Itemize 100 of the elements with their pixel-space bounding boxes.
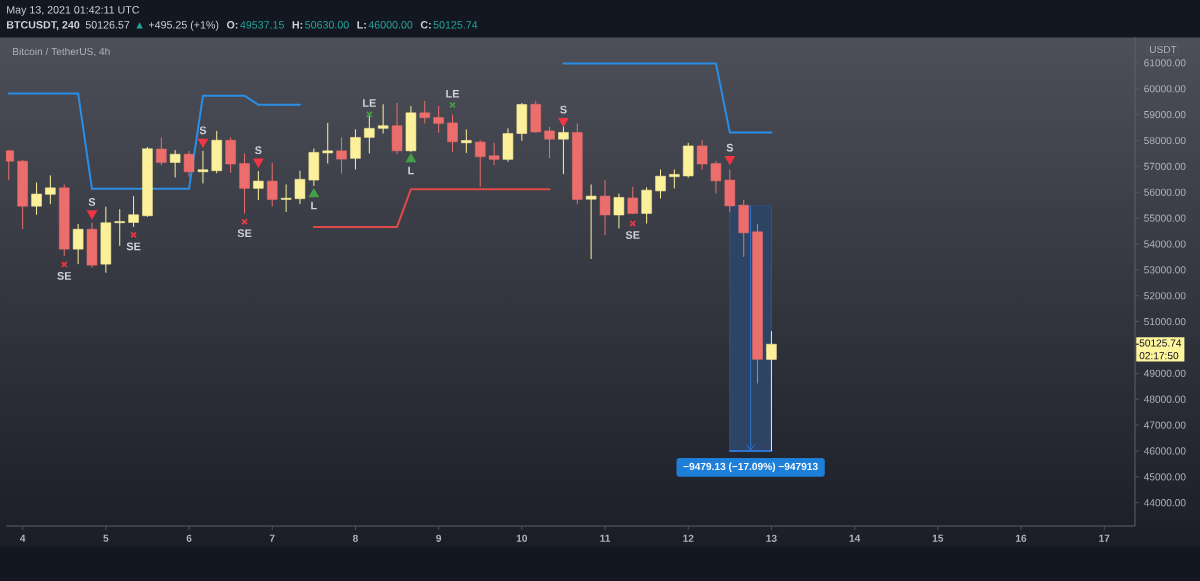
- annotation: −9479.13 (−17.09%) −947913: [683, 462, 818, 473]
- text: May 13, 2021 01:42:11 UTC: [7, 6, 140, 16]
- y-tick-label: 61000.00: [1144, 59, 1186, 67]
- candlestick: [419, 100, 430, 124]
- y-tick-label: 55000.00: [1144, 214, 1186, 222]
- candlestick: [128, 195, 139, 228]
- text: S: [88, 198, 96, 206]
- y-tick-label: 49000.00: [1143, 369, 1186, 377]
- point: [60, 261, 68, 268]
- point: [558, 117, 569, 127]
- text: L:: [357, 21, 366, 29]
- candlestick: [766, 330, 777, 452]
- candlestick: [31, 181, 42, 216]
- candlestick: [253, 170, 264, 201]
- y-tick-label: 51000.00: [1144, 318, 1186, 326]
- candlestick: [322, 122, 333, 165]
- y-tick-label: 48000.00: [1143, 395, 1186, 403]
- point: [87, 210, 97, 219]
- series-label: LE: [363, 99, 376, 107]
- candlestick: [710, 160, 722, 195]
- x-tick-label: 9: [436, 534, 442, 542]
- x-tick-label: 16: [1016, 534, 1027, 542]
- candlestick: [114, 208, 125, 247]
- text: 50126.57: [85, 21, 130, 29]
- candlestick: [627, 186, 638, 215]
- x-tick-label: 11: [600, 534, 611, 542]
- text: SE: [57, 272, 72, 280]
- text: SE: [237, 229, 252, 238]
- candlestick: [585, 183, 597, 260]
- x-tick-label: 5: [103, 534, 109, 542]
- candlestick: [447, 114, 458, 153]
- y-tick-label: 45000.00: [1143, 473, 1186, 481]
- text: C:: [420, 21, 431, 29]
- candlestick: [183, 150, 195, 178]
- text: S: [560, 105, 567, 114]
- x-tick-label: 4: [19, 534, 26, 542]
- text: +495.25 (+1%): [148, 20, 219, 31]
- y-tick-label: 60000.00: [1144, 85, 1186, 93]
- y-tick-label: 59000.00: [1144, 111, 1186, 119]
- point: [406, 153, 416, 163]
- candlestick: [544, 126, 555, 159]
- y-tick-label: 47000.00: [1143, 421, 1186, 429]
- candlestick: [669, 168, 680, 189]
- text: LE: [446, 89, 460, 98]
- text: ▲: [136, 22, 143, 29]
- candlestick: [294, 170, 306, 205]
- candlestick: [45, 174, 56, 205]
- x-tick-label: 13: [766, 534, 777, 542]
- series-label: S: [726, 143, 734, 152]
- y-tick-label: 54000.00: [1144, 240, 1186, 248]
- y-tick-label: 53000.00: [1144, 266, 1186, 274]
- candlestick: [655, 168, 666, 199]
- y-tick-label: 57000.00: [1144, 162, 1186, 170]
- point: [241, 218, 248, 226]
- candlestick: [599, 179, 611, 236]
- x-tick-label: 17: [1099, 534, 1110, 542]
- text: SE: [625, 231, 640, 239]
- text: 50125.74: [433, 21, 478, 29]
- point: [725, 155, 735, 165]
- point: [629, 220, 637, 227]
- series-label: SE: [126, 242, 141, 251]
- y-tick-label: 58000.00: [1144, 136, 1186, 145]
- series-label: L: [408, 166, 414, 175]
- y-tick-label: 46000.00: [1143, 447, 1186, 455]
- point: [309, 188, 319, 198]
- x-tick-label: 10: [516, 534, 528, 542]
- x-tick-label: 6: [186, 534, 192, 542]
- x-tick-label: 15: [932, 534, 944, 542]
- candlestick: [641, 186, 652, 225]
- candlestick: [267, 162, 278, 207]
- candlestick: [488, 142, 500, 166]
- text: 02:17:50: [1139, 352, 1179, 360]
- text: Bitcoin / TetherUS, 4h: [13, 47, 110, 57]
- candlestick: [156, 136, 167, 166]
- y-axis-title: USDT: [1149, 45, 1177, 54]
- x-tick-label: 7: [269, 534, 275, 542]
- text: S: [255, 146, 262, 155]
- text: 50630.00: [305, 21, 349, 29]
- candlestick: [225, 136, 236, 174]
- candlestick: [461, 128, 472, 154]
- text: 46000.00: [368, 21, 413, 29]
- candlestick: [72, 223, 84, 265]
- text: 49537.15: [240, 21, 284, 29]
- text: H:: [292, 21, 303, 29]
- text: L: [311, 201, 317, 210]
- candlestick: [197, 150, 209, 184]
- y-tick-label: 56000.00: [1144, 188, 1186, 196]
- text: O:: [226, 21, 238, 29]
- x-tick-label: 12: [683, 534, 694, 542]
- candlestick: [336, 136, 347, 174]
- candlestick: [613, 193, 625, 229]
- point: [253, 158, 264, 168]
- x-tick-label: 14: [849, 534, 861, 542]
- y-tick-label: 52000.00: [1144, 292, 1186, 300]
- text: 50125.74: [1139, 339, 1182, 347]
- candlestick: [350, 128, 361, 170]
- candlestick: [696, 139, 708, 170]
- text: S: [199, 126, 207, 135]
- candlestick: [433, 105, 444, 134]
- candlestick: [377, 103, 389, 135]
